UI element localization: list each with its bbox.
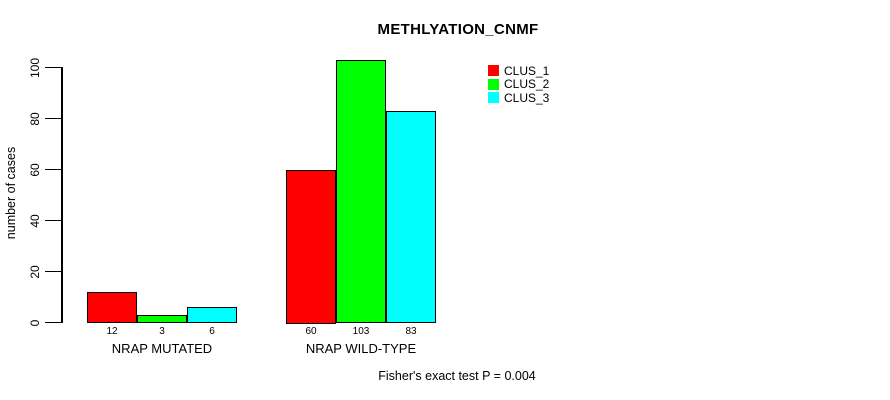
legend-swatch-clus_2 <box>488 78 499 90</box>
bar-value-label: 6 <box>209 325 215 337</box>
y-axis-tick-label: 100 <box>28 57 42 78</box>
y-axis-tick-label: 40 <box>28 213 42 228</box>
y-axis-line <box>61 66 63 324</box>
legend-label-clus_3: CLUS_3 <box>504 90 550 105</box>
y-axis-tick <box>45 321 63 324</box>
bar-clus_1-2 <box>286 169 336 324</box>
chart-title: METHLYATION_CNMF <box>377 21 539 38</box>
bar-value-label: 3 <box>159 325 165 337</box>
y-axis-label: number of cases <box>4 146 18 240</box>
bar-clus_3-1 <box>187 307 237 324</box>
y-axis-tick-label: 60 <box>28 162 42 177</box>
y-axis-tick-label: 80 <box>28 111 42 126</box>
y-axis-tick <box>45 270 63 273</box>
bar-value-label: 60 <box>305 325 317 337</box>
bar-value-label: 83 <box>405 325 417 337</box>
bar-clus_2-1 <box>137 314 187 324</box>
category-label: NRAP WILD-TYPE <box>305 341 417 356</box>
legend-label-clus_1: CLUS_1 <box>504 63 550 78</box>
bar-value-label: 12 <box>106 325 118 337</box>
y-axis-tick-label: 0 <box>28 319 42 326</box>
y-axis-tick <box>45 117 63 120</box>
legend-swatch-clus_1 <box>488 65 499 76</box>
legend-label-clus_2: CLUS_2 <box>504 77 550 92</box>
bar-clus_1-1 <box>87 291 137 324</box>
y-axis-tick <box>45 168 63 171</box>
y-axis-tick <box>45 219 63 222</box>
fisher-test-annotation: Fisher's exact test P = 0.004 <box>378 369 536 383</box>
y-axis-tick <box>45 66 63 69</box>
bar-clus_2-2 <box>336 59 386 324</box>
bar-clus_3-2 <box>386 110 436 324</box>
bar-value-label: 103 <box>352 325 370 337</box>
legend-swatch-clus_3 <box>488 92 499 104</box>
y-axis-tick-label: 20 <box>28 264 42 279</box>
category-label: NRAP MUTATED <box>111 341 213 356</box>
